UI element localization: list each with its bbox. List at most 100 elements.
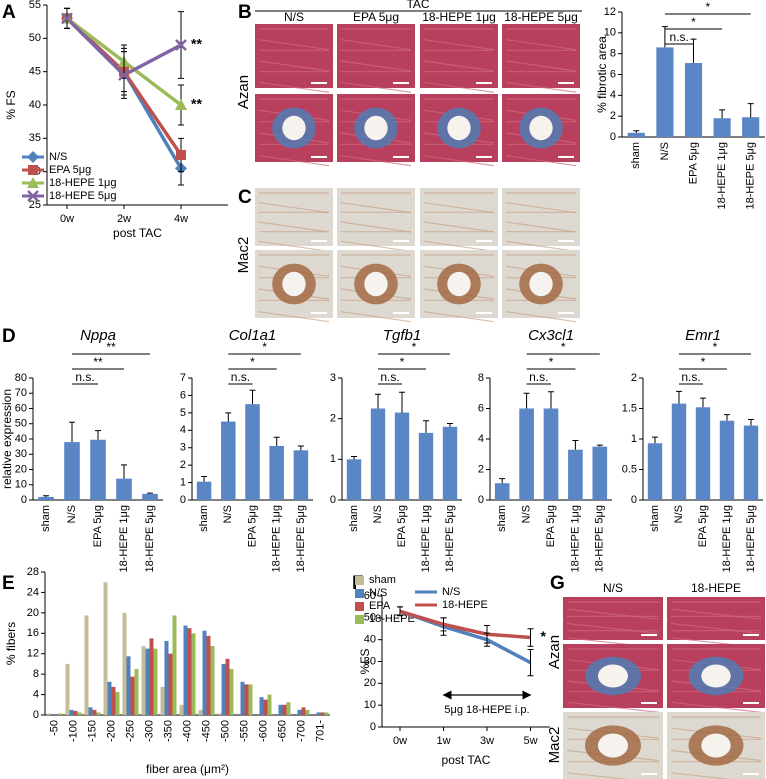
- micrograph-texture: [505, 60, 577, 72]
- micrograph-texture: [505, 240, 577, 252]
- micrograph-texture: [340, 81, 412, 93]
- y-tick-label: 40: [29, 99, 41, 111]
- error-bar: [748, 418, 754, 426]
- y-tick-label: 28: [27, 566, 39, 578]
- micrograph-lumen: [447, 271, 471, 297]
- bar: [519, 408, 534, 500]
- y-tick-label: 1: [330, 453, 336, 465]
- bar: [263, 699, 268, 715]
- y-tick-label: 0: [33, 709, 39, 721]
- micrograph-texture: [340, 155, 412, 167]
- significance-label: *: [250, 355, 255, 369]
- error-bar: [440, 617, 447, 632]
- error-bar: [273, 436, 280, 446]
- micrograph: [337, 24, 415, 88]
- annotation: *: [541, 628, 547, 644]
- y-tick-label: 30: [364, 655, 376, 667]
- panel-label: D: [2, 326, 16, 347]
- significance-label: *: [549, 355, 554, 369]
- error-bar: [201, 475, 208, 482]
- error-bar: [690, 38, 697, 64]
- y-tick-label: 60: [364, 590, 376, 602]
- legend-swatch: [355, 615, 364, 624]
- x-tick-label: 18-HEPE 1μg: [420, 505, 432, 572]
- significance-label: n.s.: [670, 30, 689, 44]
- micrograph-texture: [258, 202, 330, 214]
- bar: [198, 709, 203, 715]
- bar: [210, 646, 215, 715]
- bar: [286, 702, 291, 715]
- chart-title: Emr1: [685, 327, 721, 344]
- significance-label: n.s.: [380, 370, 399, 384]
- micrograph-texture: [505, 39, 577, 51]
- series-line: [399, 609, 531, 640]
- micrograph-texture: [423, 240, 495, 252]
- y-tick-label: 80: [15, 372, 27, 384]
- bar: [418, 432, 434, 500]
- micrograph-lumen: [529, 271, 553, 297]
- y-tick-label: 30: [15, 448, 27, 460]
- significance-label: n.s.: [681, 370, 700, 384]
- y-axis-title: relative expression: [0, 389, 14, 489]
- y-tick-label: 2: [631, 372, 637, 384]
- y-tick-label: 70: [15, 387, 27, 399]
- bar: [149, 638, 154, 715]
- x-tick-label: -450: [200, 720, 212, 742]
- point: [61, 12, 73, 25]
- y-tick-label: 50: [29, 32, 41, 44]
- error-bar: [43, 495, 49, 497]
- x-tick-label: EPA 5μg: [92, 505, 104, 547]
- bar: [50, 713, 55, 715]
- x-tick-label: 2w: [117, 213, 131, 225]
- micrograph-texture: [340, 202, 412, 214]
- error-bar: [147, 492, 153, 494]
- micrograph-texture: [566, 772, 630, 779]
- bar: [77, 712, 82, 715]
- x-axis-title: fiber area (μm²): [146, 762, 229, 776]
- significance-label: *: [713, 340, 718, 354]
- micrograph-texture: [423, 221, 495, 233]
- micrograph-texture: [340, 240, 412, 252]
- bar: [130, 676, 135, 715]
- bar: [394, 412, 410, 500]
- x-tick-label: EPA 5μg: [697, 505, 709, 547]
- bar: [320, 712, 325, 715]
- point: [118, 69, 130, 81]
- significance-label: n.s.: [231, 370, 250, 384]
- bar: [370, 408, 386, 500]
- x-tick-label: sham: [630, 142, 642, 169]
- bar: [627, 132, 645, 137]
- x-tick-label: -350: [162, 720, 174, 742]
- micrograph-texture: [566, 701, 660, 713]
- bar: [442, 426, 458, 500]
- legend-label: N/S: [369, 587, 387, 599]
- bar: [187, 628, 192, 715]
- legend-swatch: [355, 576, 364, 585]
- bar: [248, 684, 253, 715]
- micrograph-texture: [423, 155, 495, 167]
- y-tick-label: 6: [180, 389, 186, 401]
- y-tick-label: 2: [180, 459, 186, 471]
- bar: [196, 481, 212, 500]
- micrograph-row: Mac2: [546, 727, 563, 764]
- bar: [684, 63, 703, 137]
- micrograph-lumen: [282, 115, 306, 141]
- legend-label: N/S: [442, 586, 460, 598]
- error-bar: [747, 103, 754, 118]
- x-tick-label: N/S: [659, 142, 671, 160]
- bar: [656, 47, 674, 137]
- bar: [305, 709, 310, 715]
- error-bar: [527, 648, 534, 677]
- x-tick-label: 18-HEPE 5μg: [144, 505, 156, 572]
- x-tick-label: 3w: [480, 735, 494, 747]
- error-bar: [527, 628, 534, 647]
- bar: [719, 420, 735, 500]
- legend-label: 18-HEPE: [369, 613, 415, 625]
- bar: [282, 704, 287, 715]
- panel-label: B: [238, 2, 252, 23]
- micrograph-texture: [423, 202, 495, 214]
- micrograph: [420, 24, 498, 88]
- point: [27, 151, 39, 163]
- x-tick-label: 5w: [523, 735, 537, 747]
- bar: [543, 408, 559, 500]
